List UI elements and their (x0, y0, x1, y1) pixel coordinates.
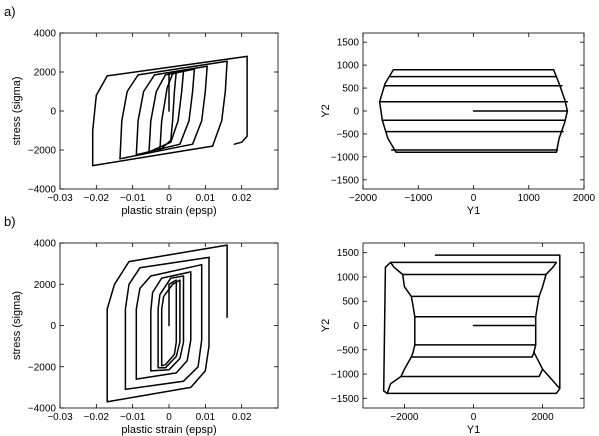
x-tick-label: 0.02 (232, 412, 252, 423)
curve-segment-7 (150, 271, 192, 372)
curve-segment-9 (135, 263, 203, 380)
x-tick-label: 2000 (531, 412, 554, 423)
y-tick-label: −500 (336, 129, 359, 140)
y-tick-label: −2000 (28, 362, 57, 373)
curve-segment-6 (135, 68, 196, 156)
curve-segment-3 (410, 295, 540, 318)
x-tick-label: 0.01 (196, 193, 216, 204)
x-tick-label: −0.01 (120, 193, 146, 204)
curve-segment-2 (414, 316, 537, 346)
curve-segment-2 (378, 68, 569, 154)
y-tick-label: 0 (353, 321, 359, 332)
curve-segment-12 (233, 55, 248, 145)
panel-label-b: b) (4, 214, 16, 229)
curve-segment-6 (150, 275, 185, 372)
curve-segment-5 (157, 275, 185, 369)
y-tick-label: 500 (342, 297, 359, 308)
curve-segment-11 (91, 55, 248, 167)
x-tick-label: 0.02 (232, 193, 252, 204)
x-axis-label: Y1 (467, 424, 480, 436)
plot-stress-strain-a: −0.03 −0.02 −0.01 0 0.01 0.02 −4000 −2000 0 2000 4… (11, 29, 279, 217)
x-tick-label: −0.03 (47, 412, 73, 423)
y-tick-label: −1000 (331, 152, 360, 163)
x-tick-label: 0 (166, 193, 172, 204)
plot-backstress-a: −2000 −1000 0 1000 2000 −1500 −1000 −500 0 500 100… (320, 32, 596, 217)
x-axis-label: Y1 (467, 205, 480, 217)
y-tick-label: 0 (50, 107, 56, 118)
curve-segment-5 (401, 273, 547, 298)
y-tick-label: 1000 (337, 61, 360, 72)
y-axis-label: stress (sigma) (11, 291, 23, 360)
y-tick-label: 4000 (34, 29, 57, 40)
curve-segment-8 (135, 271, 192, 380)
y-axis-label: Y2 (320, 104, 332, 117)
y-tick-label: −500 (336, 345, 359, 356)
x-tick-label: −1000 (404, 193, 433, 204)
x-axis-label: plastic strain (epsp) (121, 205, 216, 217)
plot-stress-strain-b: −0.03 −0.02 −0.01 0 0.01 0.02 −4000 −2000 0 2000 4… (11, 239, 279, 436)
y-tick-label: 2000 (34, 280, 57, 291)
y-tick-label: 1000 (337, 272, 360, 283)
x-tick-label: 0.01 (196, 412, 216, 423)
y-tick-label: 0 (50, 321, 56, 332)
y-tick-label: 2000 (34, 68, 57, 79)
curve-segment-12 (106, 256, 210, 403)
x-tick-label: 2000 (573, 193, 596, 204)
y-axis-label: stress (sigma) (11, 76, 23, 145)
y-tick-label: 1500 (337, 248, 360, 259)
curve-segment-10 (91, 60, 228, 167)
curve-segment-1 (168, 279, 178, 327)
curve-segment-10 (434, 254, 561, 390)
curve-segment-11 (124, 256, 210, 391)
curve-segment-9 (382, 261, 392, 395)
y-tick-label: 0 (353, 107, 359, 118)
y-axis-label: Y2 (320, 319, 332, 332)
curve-segment-8 (386, 368, 561, 395)
x-axis-label: plastic strain (epsp) (121, 424, 216, 436)
curve-segment-6 (400, 351, 544, 378)
y-tick-label: −4000 (28, 404, 57, 415)
x-tick-label: −2000 (349, 193, 378, 204)
x-tick-label: −0.01 (120, 412, 146, 423)
x-tick-label: −2000 (390, 412, 419, 423)
curve-segment-8 (119, 65, 208, 160)
curve-segment-4 (410, 344, 537, 358)
x-tick-label: 0 (471, 412, 477, 423)
y-tick-label: −4000 (28, 185, 57, 196)
plot-backstress-b: −2000 0 2000 −1500 −1000 −500 0 500 1000 1500 Y1 Y2 (320, 242, 585, 436)
x-tick-label: −0.02 (84, 412, 110, 423)
y-tick-label: −1000 (331, 370, 360, 381)
curve-segment-2 (160, 279, 178, 367)
curve-segment-9 (119, 60, 228, 160)
y-tick-label: −1500 (331, 175, 360, 186)
x-tick-label: 0 (166, 412, 172, 423)
curve-segment-7 (135, 65, 208, 156)
curve-segment-7 (389, 261, 558, 276)
curve-segment-4 (148, 70, 185, 153)
x-tick-label: 0 (471, 193, 477, 204)
y-tick-label: 1500 (337, 38, 360, 49)
x-tick-label: −0.02 (84, 193, 110, 204)
curve-segment-10 (124, 263, 203, 391)
y-tick-label: −2000 (28, 146, 57, 157)
y-tick-label: 500 (342, 84, 359, 95)
curve-segment-4 (157, 279, 181, 369)
curve-segment-3 (160, 279, 181, 367)
y-tick-label: 4000 (34, 239, 57, 250)
curve-segment-5 (148, 68, 196, 153)
curve-segment-13 (106, 244, 228, 403)
y-tick-label: −1500 (331, 394, 360, 405)
x-tick-label: 1000 (518, 193, 541, 204)
x-tick-label: −0.03 (47, 193, 73, 204)
panel-label-a: a) (4, 4, 16, 19)
